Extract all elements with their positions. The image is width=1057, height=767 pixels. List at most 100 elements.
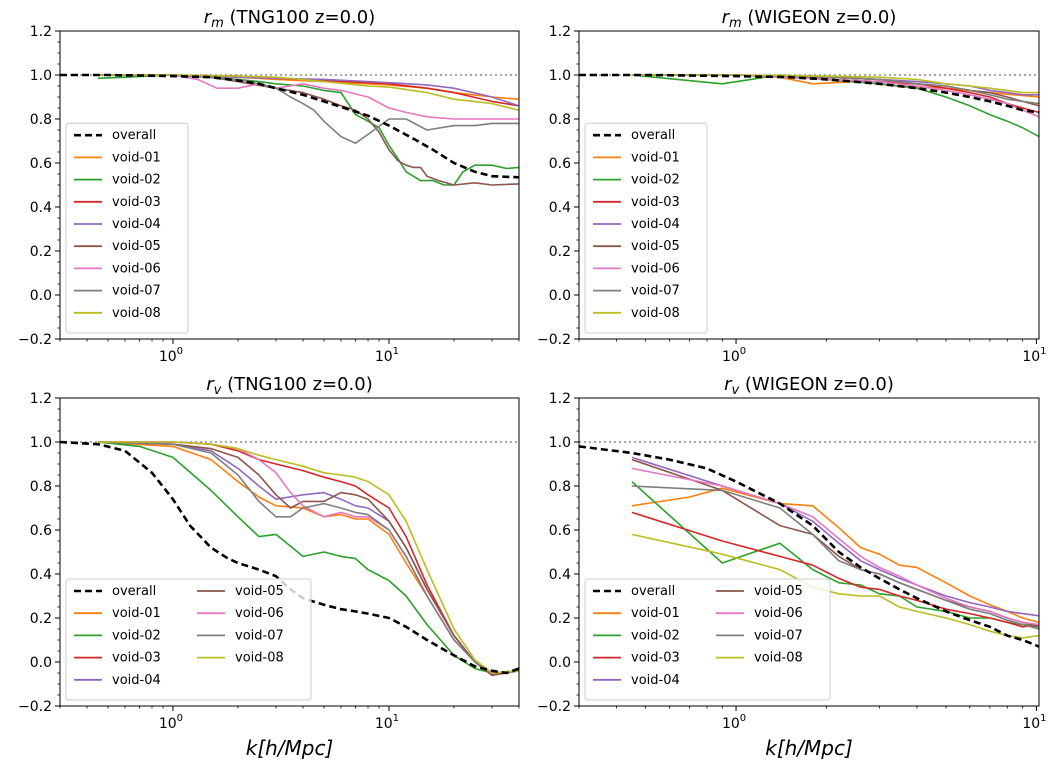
x-tick-label: 100 xyxy=(159,346,183,365)
y-tick-label: 1.2 xyxy=(30,24,52,40)
legend-label: void-06 xyxy=(631,261,680,276)
y-tick-label: −0.2 xyxy=(18,699,52,715)
legend-label: overall xyxy=(631,128,675,143)
y-tick-label: 0.2 xyxy=(30,244,52,260)
x-axis-label: k[h/Mpc] xyxy=(246,736,334,760)
legend-label: void-01 xyxy=(112,606,161,621)
legend-box xyxy=(65,122,189,334)
legend-box xyxy=(65,578,312,701)
legend-label: void-06 xyxy=(754,606,803,621)
legend-label: void-04 xyxy=(631,673,680,688)
legend-label: void-01 xyxy=(631,150,680,165)
y-tick-label: 1.0 xyxy=(30,68,52,84)
legend-label: void-06 xyxy=(235,606,284,621)
y-tick-label: 0.6 xyxy=(30,523,52,539)
legend-label: void-07 xyxy=(631,284,680,299)
y-tick-label: 1.2 xyxy=(549,24,571,40)
x-tick-label: 100 xyxy=(722,713,746,732)
legend-label: void-01 xyxy=(631,606,680,621)
y-tick-label: 0.4 xyxy=(30,567,52,583)
y-tick-label: 0.0 xyxy=(30,655,52,671)
x-tick-label: 100 xyxy=(722,346,746,365)
y-tick-label: 0.2 xyxy=(30,611,52,627)
y-tick-label: −0.2 xyxy=(537,699,571,715)
series-line-void-08 xyxy=(98,74,519,111)
legend-label: void-05 xyxy=(631,239,680,254)
y-tick-label: 0.4 xyxy=(549,567,571,583)
legend-label: void-04 xyxy=(112,217,161,232)
y-tick-label: 0.0 xyxy=(549,655,571,671)
legend-label: void-03 xyxy=(112,651,161,666)
y-tick-label: 0.6 xyxy=(30,156,52,172)
legend-label: void-08 xyxy=(112,306,161,321)
legend-label: void-05 xyxy=(235,584,284,599)
y-tick-label: 0.8 xyxy=(30,112,52,128)
chart-title: rm (WIGEON z=0.0) xyxy=(722,7,897,31)
y-tick-label: −0.2 xyxy=(537,332,571,348)
panel-rm-wigeon: −0.2 0.0 0.2 0.4 0.6 0.8 1.0 1.2 100 101 rm (WIGEO… xyxy=(537,7,1047,365)
legend-label: void-08 xyxy=(754,651,803,666)
legend-label: overall xyxy=(112,584,156,599)
y-tick-label: 0.6 xyxy=(549,523,571,539)
series-line-overall xyxy=(579,445,1039,648)
series-line-void-05 xyxy=(97,441,519,676)
series-line-overall xyxy=(579,73,1039,114)
y-tick-label: 0.0 xyxy=(30,288,52,304)
chart-title: rv (WIGEON z=0.0) xyxy=(724,374,894,398)
legend-label: void-02 xyxy=(631,173,680,188)
panel-rv-tng100: −0.2 0.0 0.2 0.4 0.6 0.8 1.0 1.2 100 101 rv (TNG10… xyxy=(18,374,520,760)
x-axis-label: k[h/Mpc] xyxy=(765,736,853,760)
y-tick-label: 0.2 xyxy=(549,611,571,627)
series-line-overall xyxy=(60,73,519,179)
y-tick-label: 1.2 xyxy=(549,391,571,407)
panel-rm-tng100: −0.2 0.0 0.2 0.4 0.6 0.8 1.0 1.2 100 101 rm (TNG10… xyxy=(18,7,520,365)
chart-title: rv (TNG100 z=0.0) xyxy=(206,374,373,398)
series-line-void-08 xyxy=(631,74,1039,94)
series-line-void-06 xyxy=(631,467,1039,626)
series-line-void-06 xyxy=(631,74,1039,118)
y-tick-label: 0.4 xyxy=(549,200,571,216)
legend-label: void-04 xyxy=(112,673,161,688)
series-line-void-06 xyxy=(98,74,519,120)
legend-label: void-02 xyxy=(112,173,161,188)
series-line-void-03 xyxy=(631,511,1039,628)
series-line-void-07 xyxy=(631,485,1039,630)
series-line-void-08 xyxy=(98,441,519,674)
legend-box xyxy=(584,578,831,701)
y-tick-label: 0.4 xyxy=(30,200,52,216)
x-tick-label: 101 xyxy=(375,346,399,365)
legend-label: void-05 xyxy=(754,584,803,599)
series-line-void-07 xyxy=(97,441,519,674)
legend-label: overall xyxy=(631,584,675,599)
legend-label: void-05 xyxy=(112,239,161,254)
legend-label: void-08 xyxy=(235,651,284,666)
y-tick-label: 0.6 xyxy=(549,156,571,172)
x-tick-label: 101 xyxy=(375,713,399,732)
legend-label: void-01 xyxy=(112,150,161,165)
chart-title: rm (TNG100 z=0.0) xyxy=(204,7,376,31)
y-tick-label: 1.0 xyxy=(549,435,571,451)
y-tick-label: 0.8 xyxy=(30,479,52,495)
y-tick-label: 1.0 xyxy=(30,435,52,451)
legend-label: void-07 xyxy=(235,628,284,643)
legend-label: void-03 xyxy=(112,195,161,210)
x-tick-label: 101 xyxy=(1022,346,1046,365)
legend-label: void-04 xyxy=(631,217,680,232)
y-tick-label: −0.2 xyxy=(18,332,52,348)
legend-label: void-02 xyxy=(112,628,161,643)
legend-label: void-03 xyxy=(631,651,680,666)
legend-label: void-03 xyxy=(631,195,680,210)
y-tick-label: 0.2 xyxy=(549,244,571,260)
y-tick-label: 1.0 xyxy=(549,68,571,84)
y-tick-label: 0.8 xyxy=(549,112,571,128)
legend-label: void-07 xyxy=(112,284,161,299)
series-line-void-08 xyxy=(631,533,1039,639)
legend-box xyxy=(584,122,708,334)
x-tick-label: 100 xyxy=(159,713,183,732)
legend-label: void-02 xyxy=(631,628,680,643)
legend-label: overall xyxy=(112,128,156,143)
y-tick-label: 1.2 xyxy=(30,391,52,407)
series-line-void-01 xyxy=(631,487,1039,624)
panel-rv-wigeon: −0.2 0.0 0.2 0.4 0.6 0.8 1.0 1.2 100 101 rv (WIGEO… xyxy=(537,374,1047,760)
